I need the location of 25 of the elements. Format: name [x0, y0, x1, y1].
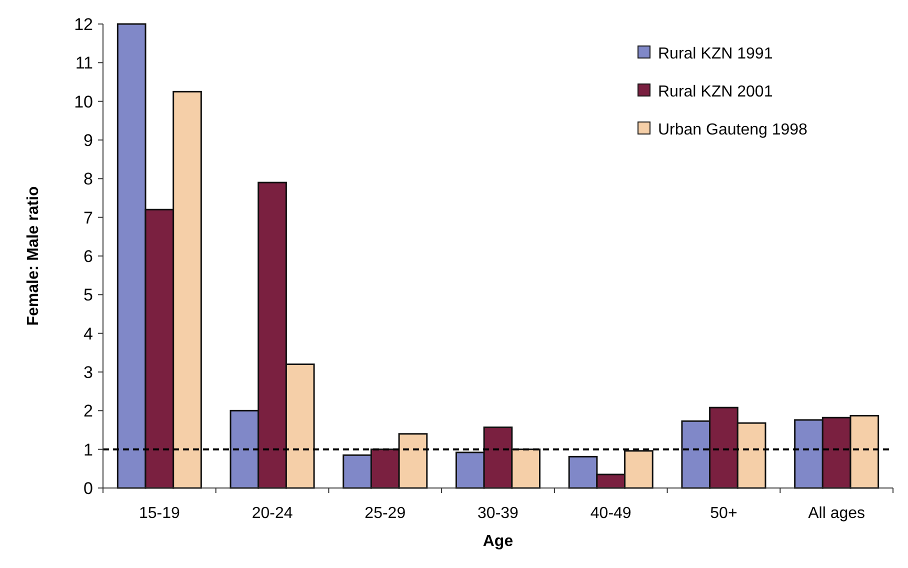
- x-tick-label: 30-39: [478, 505, 519, 522]
- y-tick-label: 3: [84, 362, 93, 382]
- y-tick-label: 6: [84, 246, 93, 266]
- x-tick-label: 25-29: [364, 505, 406, 522]
- y-tick-label: 1: [84, 440, 93, 460]
- y-tick-label: 8: [84, 170, 93, 189]
- x-tick-label: 40-49: [590, 505, 632, 522]
- x-tick-label: 20-24: [252, 505, 293, 522]
- x-axis-title: Age: [482, 533, 514, 550]
- y-tick-label: 12: [74, 14, 93, 34]
- y-tick-label: 2: [84, 402, 93, 421]
- y-tick-label: 4: [84, 324, 93, 344]
- x-tick-label: All ages: [808, 505, 866, 522]
- x-tick-label: 50+: [710, 505, 738, 522]
- legend-label: Rural KZN 1991: [658, 46, 773, 63]
- y-tick-label: 7: [84, 208, 93, 228]
- y-tick-label: 9: [84, 130, 93, 150]
- x-tick-label: 15-19: [138, 505, 180, 522]
- y-tick-label: 11: [75, 54, 93, 73]
- y-axis-title: Female: Male ratio: [25, 186, 42, 326]
- legend-label: Rural KZN 2001: [658, 84, 773, 101]
- legend-label: Urban Gauteng 1998: [658, 122, 808, 139]
- y-tick-label: 5: [84, 286, 93, 305]
- y-tick-label: 0: [84, 478, 93, 498]
- y-tick-label: 10: [74, 92, 93, 112]
